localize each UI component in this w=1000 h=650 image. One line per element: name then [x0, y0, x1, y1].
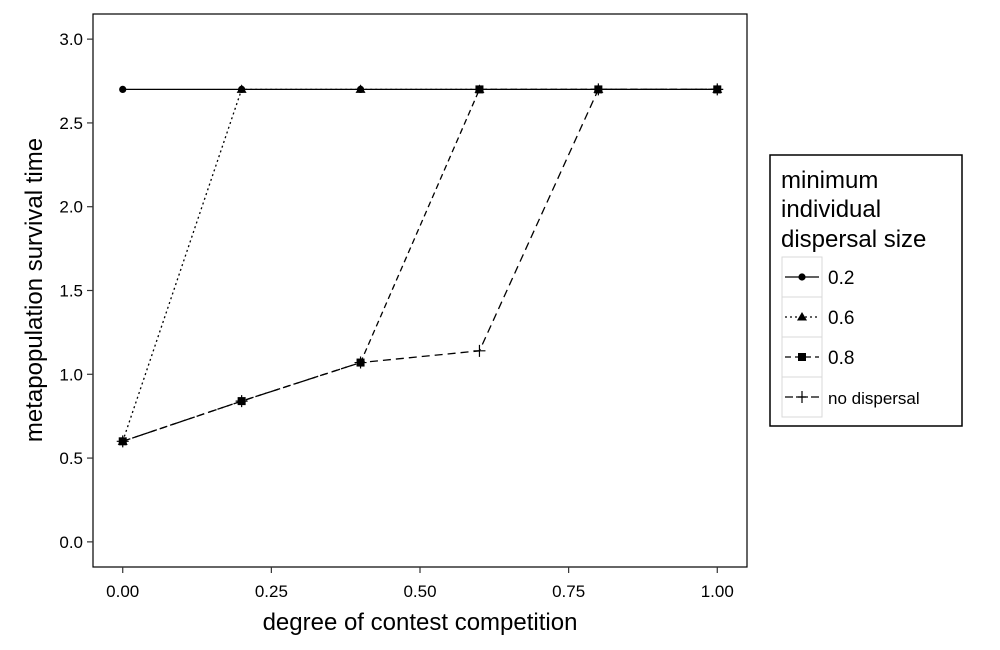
legend-key-marker: [798, 353, 806, 361]
y-axis-title: metapopulation survival time: [21, 138, 48, 442]
x-tick-label: 0.50: [403, 582, 436, 601]
legend-label: 0.2: [828, 268, 854, 289]
x-tick-label: 0.75: [552, 582, 585, 601]
x-tick-label: 0.25: [255, 582, 288, 601]
y-tick-label: 0.5: [59, 449, 83, 468]
legend-keys: 0.2 0.6 0.8 no dispersal: [781, 256, 920, 418]
y-tick-label: 1.0: [59, 365, 83, 384]
legend-key-marker: [796, 391, 808, 403]
y-tick-label: 2.5: [59, 114, 83, 133]
plot-panel: [92, 13, 748, 568]
data-point: [473, 344, 486, 357]
legend-label: 0.8: [828, 348, 854, 369]
data-point: [355, 84, 366, 93]
data-point: [475, 85, 484, 94]
series-line: [122, 88, 718, 442]
series-4: [116, 83, 724, 448]
legend-label: 0.6: [828, 308, 854, 329]
y-tick-label: 0.0: [59, 533, 83, 552]
legend: minimum individual dispersal size 0.2 0.6…: [769, 154, 963, 427]
y-tick-label: 1.5: [59, 282, 83, 301]
legend-title-line-1: minimum: [781, 167, 878, 194]
x-tick-label: 0.00: [106, 582, 139, 601]
data-point: [711, 83, 724, 96]
legend-key-marker: [798, 273, 806, 281]
legend-label: no dispersal: [828, 389, 920, 408]
data-point: [592, 83, 605, 96]
data-point: [119, 85, 127, 94]
x-tick-label: 1.00: [701, 582, 734, 601]
data-point: [236, 84, 247, 93]
axis-layer: 0.00 0.25 0.50 0.75 1.00 0.0 0.5 1.0 1.5 2.0 2.5 3.…: [59, 30, 733, 601]
y-tick-label: 2.0: [59, 198, 83, 217]
legend-key-marker: [797, 312, 807, 321]
x-axis-title: degree of contest competition: [263, 609, 578, 636]
data-point: [235, 395, 248, 408]
legend-title-line-2: individual: [781, 196, 881, 223]
data-point: [354, 356, 367, 369]
y-tick-label: 3.0: [59, 30, 83, 49]
legend-title-line-3: dispersal size: [781, 226, 926, 253]
series-layer: [116, 83, 724, 448]
data-point: [116, 435, 129, 448]
